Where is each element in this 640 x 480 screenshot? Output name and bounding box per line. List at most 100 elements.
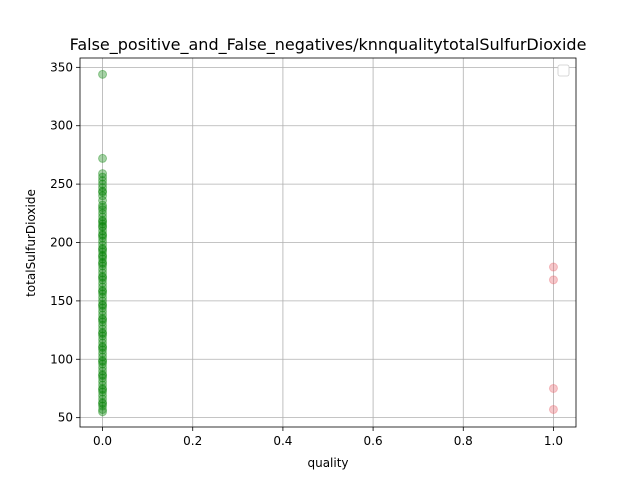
data-point — [98, 329, 108, 339]
data-point — [98, 404, 108, 414]
data-point — [98, 273, 108, 283]
y-axis-ticks: 50 100 150 200 250 300 350 — [50, 60, 80, 425]
data-point — [98, 212, 108, 222]
data-point — [98, 243, 108, 253]
data-point — [98, 343, 108, 353]
x-tick-label: 1.0 — [544, 434, 563, 448]
data-point — [98, 191, 108, 201]
data-point — [98, 264, 108, 274]
data-point — [548, 383, 558, 393]
data-point — [98, 327, 108, 337]
data-point — [98, 186, 108, 196]
data-point — [98, 172, 108, 182]
x-tick-label: 0.8 — [454, 434, 473, 448]
data-point — [98, 310, 108, 320]
data-point — [98, 153, 108, 163]
data-point — [98, 259, 108, 269]
data-point — [98, 397, 108, 407]
data-point — [98, 331, 108, 341]
data-point — [98, 301, 108, 311]
y-tick-label: 150 — [50, 294, 73, 308]
data-point — [98, 359, 108, 369]
data-points — [98, 69, 558, 417]
data-point — [98, 369, 108, 379]
data-point — [98, 380, 108, 390]
data-point — [98, 362, 108, 372]
data-point — [98, 69, 108, 79]
y-tick-label: 350 — [50, 60, 73, 74]
grid — [80, 58, 576, 427]
data-point — [98, 179, 108, 189]
data-point — [98, 216, 108, 226]
data-point — [98, 222, 108, 232]
x-tick-label: 0.2 — [183, 434, 202, 448]
y-tick-label: 100 — [50, 352, 73, 366]
data-point — [98, 187, 108, 197]
data-point — [98, 352, 108, 362]
x-tick-label: 0.6 — [364, 434, 383, 448]
data-point — [98, 401, 108, 411]
data-point — [98, 299, 108, 309]
data-point — [548, 275, 558, 285]
data-point — [98, 306, 108, 316]
data-point — [98, 257, 108, 267]
y-tick-label: 300 — [50, 119, 73, 133]
data-point — [98, 338, 108, 348]
data-point — [98, 252, 108, 262]
data-point — [98, 176, 108, 186]
data-point — [98, 285, 108, 295]
data-point — [98, 233, 108, 243]
data-point — [98, 278, 108, 288]
data-point — [98, 289, 108, 299]
data-point — [98, 324, 108, 334]
data-point — [98, 373, 108, 383]
data-point — [98, 371, 108, 381]
data-point — [98, 215, 108, 225]
data-point — [98, 195, 108, 205]
data-point — [98, 385, 108, 395]
data-point — [98, 390, 108, 400]
data-point — [98, 296, 108, 306]
data-point — [98, 229, 108, 239]
data-point — [98, 247, 108, 257]
data-point — [98, 303, 108, 313]
data-point — [98, 355, 108, 365]
x-axis-label: quality — [307, 456, 348, 470]
data-point — [98, 376, 108, 386]
data-point — [98, 271, 108, 281]
data-point — [98, 254, 108, 264]
y-tick-label: 250 — [50, 177, 73, 191]
y-axis-label: totalSulfurDioxide — [24, 189, 38, 297]
data-point — [98, 202, 108, 212]
data-point — [98, 230, 108, 240]
legend-box — [557, 64, 570, 77]
data-point — [98, 208, 108, 218]
data-point — [98, 320, 108, 330]
data-point — [98, 348, 108, 358]
data-point — [98, 240, 108, 250]
data-point — [98, 287, 108, 297]
data-point — [98, 221, 108, 231]
data-point — [98, 387, 108, 397]
data-point — [98, 261, 108, 271]
y-tick-label: 200 — [50, 236, 73, 250]
data-point — [98, 345, 108, 355]
data-point — [548, 404, 558, 414]
data-point — [98, 282, 108, 292]
data-point — [548, 262, 558, 272]
data-point — [98, 205, 108, 215]
data-point — [98, 275, 108, 285]
y-tick-label: 50 — [58, 411, 73, 425]
data-point — [98, 341, 108, 351]
data-point — [98, 407, 108, 417]
x-axis-ticks: 0.0 0.2 0.4 0.6 0.8 1.0 — [93, 427, 563, 448]
x-tick-label: 0.4 — [273, 434, 292, 448]
data-point — [98, 268, 108, 278]
data-point — [98, 334, 108, 344]
data-point — [98, 169, 108, 179]
data-point — [98, 394, 108, 404]
data-point — [98, 250, 108, 260]
data-point — [98, 219, 108, 229]
data-point — [98, 366, 108, 376]
